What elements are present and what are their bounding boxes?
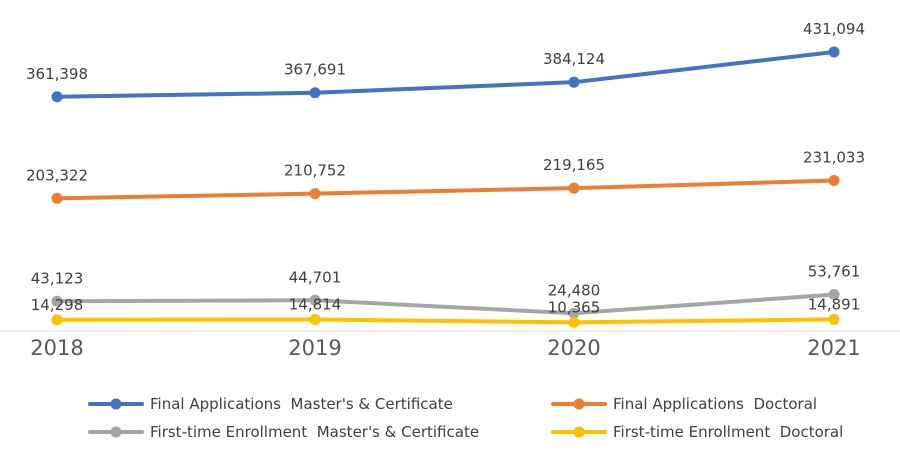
x-tick-label: 2021 [807,336,860,360]
data-label: 24,480 [548,281,601,299]
series-4 [51,313,840,328]
x-tick-label: 2018 [30,336,83,360]
series-line-3 [55,292,836,316]
data-label: 14,298 [31,296,84,314]
legend-marker [110,398,122,410]
data-label: 361,398 [26,65,88,83]
data-label: 53,761 [808,262,861,280]
data-point [828,313,840,325]
series-line-2 [55,178,836,201]
legend-marker [110,426,122,438]
data-label: 44,701 [289,268,342,286]
data-point [309,313,321,325]
series-1 [51,46,840,103]
legend-entry: Final Applications Doctoral [551,395,817,413]
data-point [309,294,321,306]
data-label: 14,891 [808,295,861,313]
legend-label: First-time Enrollment Master's & Certifi… [150,423,479,441]
data-label: 210,752 [284,162,346,180]
legend-marker [573,426,585,438]
data-label: 43,123 [31,269,84,287]
data-point [568,182,580,194]
data-point [51,192,63,204]
data-label: 231,033 [803,149,865,167]
data-point [51,314,63,326]
legend-marker [573,398,585,410]
data-point [309,188,321,200]
legend-entry: Final Applications Master's & Certificat… [88,395,453,413]
series-3 [51,288,840,319]
legend-label: Final Applications Master's & Certificat… [150,395,453,413]
data-label: 219,165 [543,156,605,174]
data-point [828,288,840,300]
series-line-4 [55,317,836,325]
data-point [51,91,63,103]
data-point [568,76,580,88]
legend: Final Applications Master's & Certificat… [88,395,843,441]
data-label: 10,365 [548,298,601,316]
data-label: 367,691 [284,61,346,79]
series-layer [51,46,840,328]
data-label: 384,124 [543,50,605,68]
data-label-layer: 361,398 367,691 384,124 431,094 203,322 210,7… [26,20,865,316]
data-point [828,46,840,58]
legend-label: First-time Enrollment Doctoral [613,423,843,441]
data-label: 203,322 [26,166,88,184]
data-point [568,307,580,319]
x-axis-ticks: 2018 2019 2020 2021 [30,336,860,360]
data-point [309,87,321,99]
legend-entry: First-time Enrollment Master's & Certifi… [88,423,479,441]
data-point [568,316,580,328]
series-2 [51,175,840,204]
legend-label: Final Applications Doctoral [613,395,817,413]
series-line-1 [55,50,836,99]
data-label: 14,814 [289,295,342,313]
x-tick-label: 2019 [288,336,341,360]
data-point [828,175,840,187]
legend-entry: First-time Enrollment Doctoral [551,423,843,441]
x-tick-label: 2020 [547,336,600,360]
data-label: 431,094 [803,20,865,38]
data-point [51,295,63,307]
